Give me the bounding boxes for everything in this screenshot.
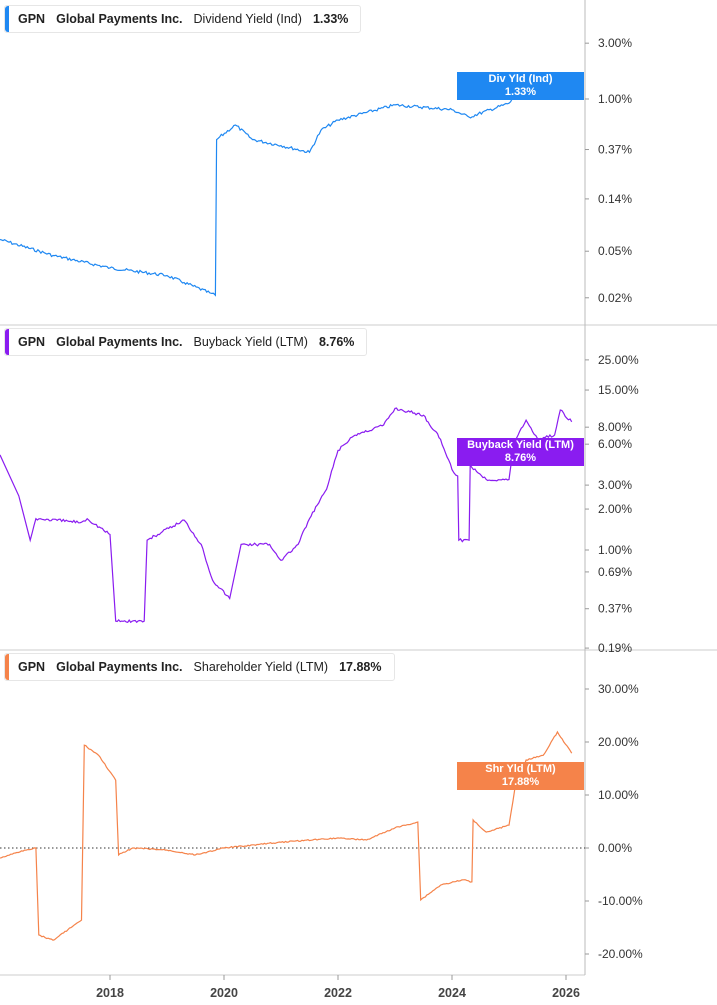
y-tick-label: 1.00%: [598, 92, 632, 106]
y-tick-label: 2.00%: [598, 502, 632, 516]
series-line-buyback: [0, 407, 573, 624]
x-tick-label: 2026: [552, 986, 580, 1000]
y-tick-label: 1.00%: [598, 543, 632, 557]
legend-ticker: GPN: [18, 12, 46, 26]
y-tick-label: 0.02%: [598, 291, 632, 305]
x-tick-label: 2024: [438, 986, 466, 1000]
y-tick-label: 8.00%: [598, 420, 632, 434]
legend-buyback[interactable]: GPN Global Payments Inc. Buyback Yield (…: [4, 328, 368, 356]
y-tick-label: 30.00%: [598, 682, 639, 696]
y-tick-label: 0.00%: [598, 841, 632, 855]
y-tick-label: 0.19%: [598, 641, 632, 655]
y-tick-label: 10.00%: [598, 788, 639, 802]
legend-company: Global Payments Inc.: [56, 335, 183, 349]
legend-color-dividend: [5, 6, 9, 32]
legend-ticker: GPN: [18, 335, 46, 349]
y-tick-label: 0.69%: [598, 565, 632, 579]
y-tick-label: 25.00%: [598, 353, 639, 367]
legend-value: 1.33%: [312, 12, 349, 26]
legend-metric: Shareholder Yield (LTM): [193, 660, 329, 674]
tag-value: 1.33%: [504, 86, 537, 98]
y-tick-label: 0.37%: [598, 602, 632, 616]
tag-label: Shr Yld (LTM): [485, 763, 556, 775]
value-tag-buyback: Buyback Yield (LTM) 8.76%: [457, 438, 584, 466]
tag-value: 17.88%: [501, 776, 540, 788]
y-tick-label: 3.00%: [598, 478, 632, 492]
series-line-dividend: [0, 83, 573, 297]
legend-ticker: GPN: [18, 660, 46, 674]
legend-value: 17.88%: [339, 660, 382, 674]
tag-label: Div Yld (Ind): [488, 73, 553, 85]
series-line-shareholder: [0, 730, 573, 941]
value-tag-shareholder: Shr Yld (LTM) 17.88%: [457, 762, 584, 790]
legend-color-buyback: [5, 329, 9, 355]
legend-shareholder[interactable]: GPN Global Payments Inc. Shareholder Yie…: [4, 653, 395, 681]
y-tick-label: 15.00%: [598, 383, 639, 397]
tag-value: 8.76%: [504, 452, 537, 464]
x-tick-label: 2022: [324, 986, 352, 1000]
legend-dividend[interactable]: GPN Global Payments Inc. Dividend Yield …: [4, 5, 362, 33]
x-tick-label: 2020: [210, 986, 238, 1000]
y-tick-label: 6.00%: [598, 437, 632, 451]
legend-company: Global Payments Inc.: [56, 12, 183, 26]
tag-label: Buyback Yield (LTM): [467, 439, 574, 451]
legend-value: 8.76%: [318, 335, 355, 349]
y-tick-label: 20.00%: [598, 735, 639, 749]
y-tick-label: -10.00%: [598, 894, 643, 908]
y-tick-label: -20.00%: [598, 947, 643, 961]
legend-metric: Buyback Yield (LTM): [193, 335, 308, 349]
value-tag-dividend: Div Yld (Ind) 1.33%: [457, 72, 584, 100]
legend-color-shareholder: [5, 654, 9, 680]
y-tick-label: 0.05%: [598, 244, 632, 258]
x-tick-label: 2018: [96, 986, 124, 1000]
legend-company: Global Payments Inc.: [56, 660, 183, 674]
legend-metric: Dividend Yield (Ind): [193, 12, 302, 26]
y-tick-label: 0.14%: [598, 192, 632, 206]
y-tick-label: 3.00%: [598, 36, 632, 50]
y-tick-label: 0.37%: [598, 143, 632, 157]
